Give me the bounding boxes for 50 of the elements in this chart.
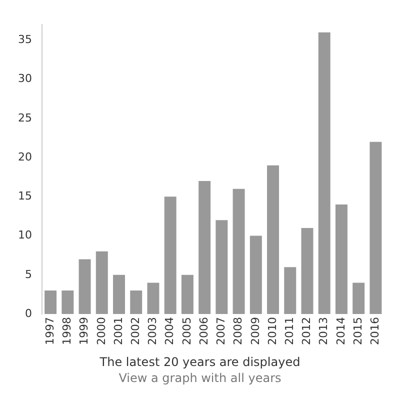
x-tick-label: 2004 — [163, 317, 176, 346]
y-tick-label: 25 — [18, 111, 32, 124]
x-tick-label: 1998 — [60, 317, 74, 346]
x-tick-label: 2006 — [197, 317, 210, 346]
x-tick-label: 2010 — [266, 317, 279, 346]
bar — [301, 228, 314, 314]
x-tick-label: 2001 — [112, 317, 125, 346]
x-tick-label: 2003 — [146, 317, 160, 346]
x-tick-label: 1997 — [43, 317, 56, 346]
y-tick-label: 35 — [18, 33, 32, 46]
x-tick-label: 2014 — [334, 317, 348, 346]
y-tick-label: 10 — [18, 228, 32, 242]
bar — [352, 282, 365, 314]
x-tick-label: 2000 — [94, 317, 108, 346]
x-tick-label: 2013 — [317, 317, 330, 346]
text: View a graph with all years — [118, 370, 282, 386]
y-tick-label: 5 — [24, 268, 32, 281]
bar — [78, 259, 91, 314]
x-tick-label: 2005 — [180, 317, 194, 346]
bar — [181, 274, 194, 314]
x-tick-label: 2012 — [300, 317, 314, 346]
x-tick-label: 2008 — [232, 317, 245, 346]
text: The latest 20 years are displayed — [98, 354, 302, 370]
x-tick-label: 2016 — [368, 317, 382, 346]
bar — [96, 251, 108, 314]
x-tick-label: 2007 — [214, 317, 228, 346]
bar — [198, 181, 211, 314]
y-tick-label: 0 — [24, 306, 32, 320]
x-tick-label: 2011 — [282, 317, 296, 346]
bar — [335, 204, 348, 314]
bar — [164, 196, 176, 314]
x-tick-label: 2015 — [351, 317, 364, 346]
bar — [232, 188, 245, 314]
bar — [267, 165, 280, 314]
bar — [216, 220, 228, 314]
x-tick-label: 2009 — [248, 317, 262, 346]
y-tick-label: 30 — [18, 72, 32, 86]
bar — [370, 142, 382, 314]
x-tick-label: 2002 — [128, 317, 142, 346]
bar — [62, 290, 74, 314]
bar — [130, 290, 142, 314]
bar — [250, 236, 262, 314]
y-tick-label: 15 — [18, 190, 32, 203]
bar — [318, 32, 330, 314]
bar — [113, 274, 125, 314]
bar — [284, 267, 296, 314]
bar — [147, 282, 160, 314]
bar — [44, 290, 57, 314]
y-tick-label: 20 — [18, 150, 32, 164]
x-tick-label: 1999 — [78, 317, 91, 346]
